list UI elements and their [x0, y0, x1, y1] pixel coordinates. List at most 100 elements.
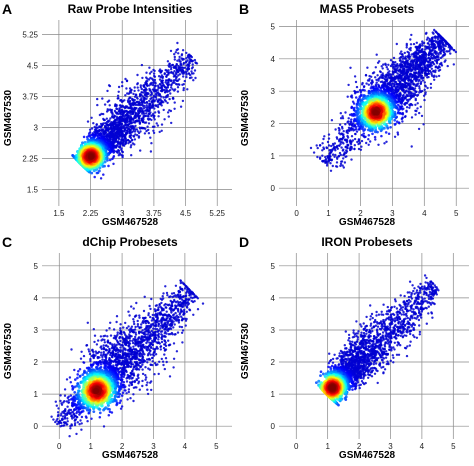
data-point [163, 98, 166, 102]
data-point [424, 74, 427, 77]
data-point [409, 49, 412, 52]
data-point [424, 48, 427, 51]
data-point [107, 164, 110, 168]
data-point [367, 133, 371, 137]
data-point [186, 303, 190, 306]
x-tick-label: 3 [390, 209, 395, 218]
data-point [398, 59, 402, 62]
data-point [159, 327, 162, 330]
data-point [152, 129, 155, 132]
data-point [154, 327, 157, 331]
data-point [149, 136, 152, 139]
data-point [163, 118, 166, 121]
data-point [182, 87, 185, 90]
data-point [386, 68, 389, 71]
data-point [129, 125, 132, 129]
data-point [129, 146, 132, 149]
data-point [353, 147, 356, 151]
data-point [400, 53, 404, 56]
data-point [394, 116, 398, 120]
data-point [166, 101, 169, 105]
data-point [176, 316, 180, 319]
data-point [381, 76, 384, 80]
data-point [186, 288, 189, 291]
data-point [396, 111, 400, 115]
data-point [365, 141, 368, 145]
data-point [334, 128, 337, 131]
data-point [389, 125, 392, 129]
data-point [149, 315, 152, 319]
data-point [178, 313, 181, 316]
data-point [364, 74, 368, 77]
data-point [153, 69, 156, 73]
data-point [141, 95, 144, 98]
data-point [137, 89, 140, 92]
data-point [382, 63, 385, 66]
data-point [170, 121, 173, 125]
data-point [329, 162, 332, 165]
data-point [397, 121, 401, 124]
data-point [185, 75, 188, 79]
data-point [96, 97, 99, 101]
data-point [376, 74, 379, 77]
data-point [152, 72, 156, 75]
data-point [451, 48, 454, 51]
data-point [389, 90, 393, 93]
data-point [178, 297, 182, 300]
data-point [376, 130, 379, 134]
data-point [134, 124, 137, 128]
data-point [380, 134, 383, 138]
data-point [147, 132, 151, 135]
data-point [92, 122, 95, 125]
data-point [377, 79, 380, 82]
data-point [171, 309, 175, 312]
data-point [389, 74, 393, 77]
data-point [400, 88, 404, 92]
data-point [111, 157, 114, 161]
data-point [167, 84, 170, 87]
data-point [345, 149, 348, 152]
data-point [184, 295, 187, 298]
data-point [353, 137, 357, 141]
data-point [326, 140, 330, 144]
x-tick-label: 4.5 [180, 209, 192, 218]
data-point [161, 295, 164, 298]
data-point [148, 72, 152, 75]
data-point [331, 164, 334, 168]
data-point [154, 310, 157, 313]
y-tick-label: 2 [271, 120, 276, 129]
data-point [163, 349, 167, 352]
data-point [347, 143, 350, 147]
data-point [387, 116, 392, 120]
data-point [341, 164, 344, 167]
data-point [169, 319, 172, 323]
data-point [131, 142, 135, 145]
data-point [404, 65, 407, 69]
y-tick-label: 2.25 [22, 154, 38, 163]
data-point [154, 104, 157, 107]
data-point [367, 143, 370, 146]
data-point [432, 32, 435, 35]
data-point [363, 128, 367, 131]
data-point [152, 327, 155, 330]
data-point [392, 56, 396, 60]
data-point [340, 146, 343, 149]
data-point [165, 75, 168, 79]
data-point [125, 87, 128, 90]
data-point [105, 110, 109, 113]
data-point [163, 86, 167, 89]
data-point [177, 321, 181, 324]
data-point [194, 76, 197, 80]
data-point [130, 144, 133, 147]
data-point [144, 106, 148, 109]
data-point [404, 81, 407, 85]
data-point [172, 75, 176, 78]
data-point [375, 78, 378, 82]
data-point [446, 64, 449, 68]
data-point [176, 59, 179, 62]
data-point [430, 74, 434, 78]
data-point [351, 127, 354, 130]
data-point [181, 58, 184, 61]
data-point [321, 149, 324, 152]
data-point [117, 153, 121, 157]
